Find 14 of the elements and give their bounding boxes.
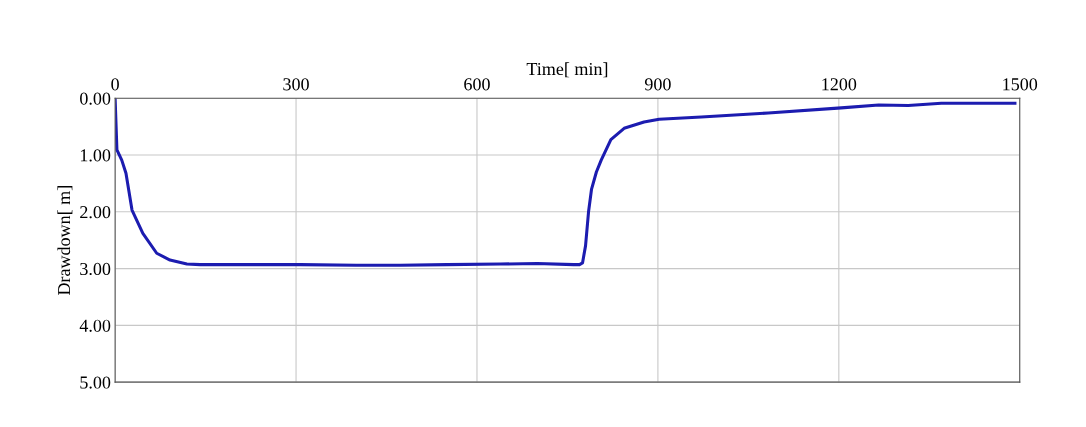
y-tick-label: 0.00 — [80, 92, 111, 105]
y-tick-label: 2.00 — [80, 206, 111, 219]
x-tick-label: 900 — [644, 78, 671, 91]
x-tick-label: 0 — [111, 78, 119, 91]
y-tick-label: 5.00 — [80, 376, 111, 389]
x-tick-label: 1500 — [1003, 78, 1038, 91]
y-tick-label: 3.00 — [80, 262, 111, 276]
y-axis-title: Drawdown[ m] — [57, 186, 73, 296]
x-axis-title: Time[ min] — [526, 62, 608, 78]
y-tick-label: 1.00 — [80, 149, 111, 162]
y-tick-label: 4.00 — [79, 319, 111, 332]
x-tick-label: 1200 — [822, 78, 857, 91]
x-tick-label: 300 — [283, 78, 309, 91]
x-tick-label: 600 — [464, 78, 490, 91]
